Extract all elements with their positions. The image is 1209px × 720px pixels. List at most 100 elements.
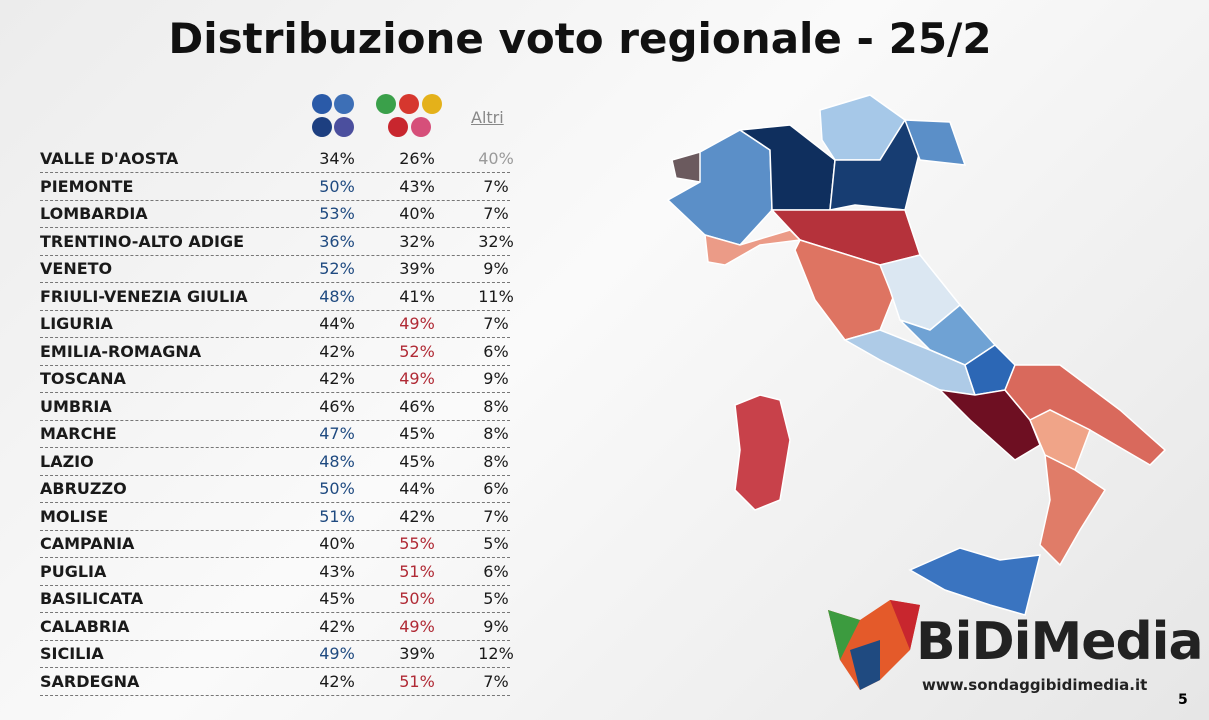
region-name: LIGURIA <box>40 314 113 333</box>
percent-cell: 11% <box>478 286 514 306</box>
region-name: VENETO <box>40 259 113 278</box>
percent-cell: 12% <box>478 644 514 663</box>
percent-cell: 7% <box>483 506 509 526</box>
region-name: LAZIO <box>40 451 94 471</box>
title: Distribuzione voto regionale - 25/2 <box>168 14 992 63</box>
percent-cell: 39% <box>399 259 435 278</box>
percent-cell: 5% <box>483 534 509 553</box>
region-name: SICILIA <box>40 644 104 663</box>
percent-cell: 45% <box>319 589 355 608</box>
percent-cell: 7% <box>483 314 509 333</box>
percent-cell: 34% <box>319 149 355 168</box>
percent-cell: 49% <box>399 369 435 388</box>
percent-cell: 6% <box>483 561 509 581</box>
percent-cell: 42% <box>319 369 355 388</box>
table-row: TRENTINO-ALTO ADIGE 36% 32% 32% <box>40 228 514 256</box>
column-header: Altri <box>471 108 504 127</box>
region-name: CALABRIA <box>40 616 130 636</box>
table-row: PIEMONTE 50% 43% 7% <box>40 173 510 201</box>
region-name: EMILIA-ROMAGNA <box>40 341 202 361</box>
percent-cell: 9% <box>483 616 509 636</box>
percent-cell: 49% <box>399 314 435 333</box>
percent-cell: 52% <box>319 259 355 278</box>
percent-cell: 42% <box>319 341 355 361</box>
percent-cell: 42% <box>319 671 355 691</box>
table-row: SARDEGNA 42% 51% 7% <box>40 668 510 696</box>
table-row: LAZIO 48% 45% 8% <box>40 448 510 476</box>
percent-cell: 44% <box>319 314 355 333</box>
percent-cell: 49% <box>319 644 355 663</box>
table-row: UMBRIA 46% 46% 8% <box>40 393 510 421</box>
percent-cell: 26% <box>399 149 435 168</box>
percent-cell: 47% <box>319 424 355 443</box>
percent-cell: 46% <box>399 396 435 416</box>
percent-cell: 49% <box>399 616 435 636</box>
region-name: SARDEGNA <box>40 671 140 691</box>
percent-cell: 51% <box>399 561 435 581</box>
percent-cell: 7% <box>483 204 509 223</box>
percent-cell: 43% <box>399 176 435 196</box>
region-name: PIEMONTE <box>40 176 134 196</box>
region-name: UMBRIA <box>40 396 112 416</box>
percent-cell: 50% <box>399 589 435 608</box>
percent-cell: 55% <box>399 534 435 553</box>
table-row: EMILIA-ROMAGNA 42% 52% 6% <box>40 338 510 366</box>
region-name: TRENTINO-ALTO ADIGE <box>40 231 245 251</box>
table-row: MARCHE 47% 45% 8% <box>40 420 510 448</box>
party-logos <box>312 94 442 137</box>
percent-cell: 40% <box>478 149 514 168</box>
region-name: FRIULI-VENEZIA GIULIA <box>40 286 248 306</box>
percent-cell: 43% <box>319 561 355 581</box>
region-name: MARCHE <box>40 424 117 443</box>
region-name: CAMPANIA <box>40 534 135 553</box>
percent-cell: 50% <box>319 479 355 498</box>
table-row: LIGURIA 44% 49% 7% <box>40 310 510 338</box>
percent-cell: 51% <box>399 671 435 691</box>
table-row: PUGLIA 43% 51% 6% <box>40 558 510 586</box>
percent-cell: 8% <box>483 396 509 416</box>
page-number: 5 <box>1178 692 1188 708</box>
table-row: FRIULI-VENEZIA GIULIA 48% 41% 11% <box>40 283 514 311</box>
region-name: ABRUZZO <box>40 479 127 498</box>
percent-cell: 32% <box>478 231 514 251</box>
table-row: CAMPANIA 40% 55% 5% <box>40 530 510 558</box>
percent-cell: 39% <box>399 644 435 663</box>
percent-cell: 45% <box>399 424 435 443</box>
percent-cell: 51% <box>319 506 355 526</box>
percent-cell: 52% <box>399 341 435 361</box>
region-name: PUGLIA <box>40 561 107 581</box>
percent-cell: 48% <box>319 286 355 306</box>
percent-cell: 5% <box>483 589 509 608</box>
percent-cell: 42% <box>399 506 435 526</box>
table-row: VALLE D'AOSTA 34% 26% 40% <box>40 145 514 173</box>
percent-cell: 8% <box>483 424 509 443</box>
percent-cell: 6% <box>483 341 509 361</box>
percent-cell: 42% <box>319 616 355 636</box>
table-row: LOMBARDIA 53% 40% 7% <box>40 200 510 228</box>
logo-url: www.sondaggibidimedia.it <box>922 676 1148 694</box>
table-row: TOSCANA 42% 49% 9% <box>40 365 510 393</box>
logo-name: BiDiMedia <box>916 612 1204 672</box>
italy-map <box>666 94 1167 616</box>
percent-cell: 53% <box>319 204 355 223</box>
region-name: TOSCANA <box>40 369 126 388</box>
percent-cell: 7% <box>483 176 509 196</box>
percent-cell: 41% <box>399 286 435 306</box>
percent-cell: 9% <box>483 369 509 388</box>
percent-cell: 6% <box>483 479 509 498</box>
region-name: BASILICATA <box>40 589 144 608</box>
percent-cell: 36% <box>319 231 355 251</box>
region-name: MOLISE <box>40 506 109 526</box>
table-row: VENETO 52% 39% 9% <box>40 255 510 283</box>
percent-cell: 8% <box>483 451 509 471</box>
table-row: ABRUZZO 50% 44% 6% <box>40 475 510 503</box>
region-name: LOMBARDIA <box>40 204 148 223</box>
percent-cell: 50% <box>319 176 355 196</box>
percent-cell: 32% <box>399 231 435 251</box>
percent-cell: 46% <box>319 396 355 416</box>
logo-icon <box>828 600 920 690</box>
percent-cell: 48% <box>319 451 355 471</box>
percent-cell: 40% <box>319 534 355 553</box>
